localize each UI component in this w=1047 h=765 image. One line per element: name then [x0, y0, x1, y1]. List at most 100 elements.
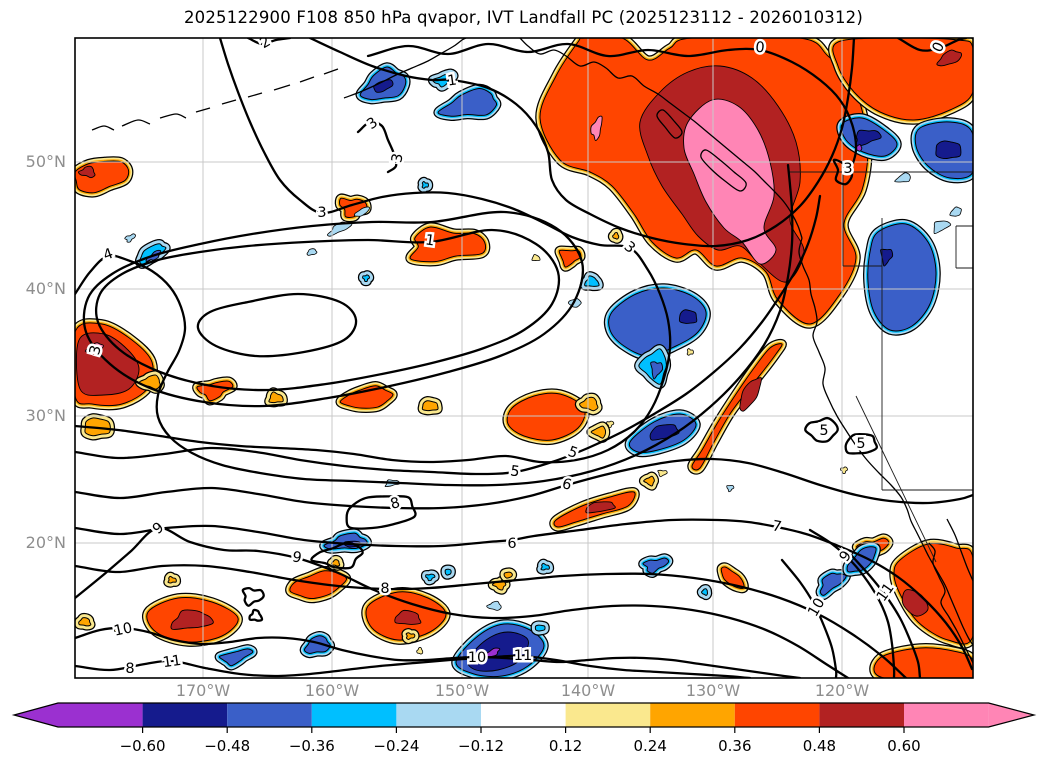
shaded-region-cyan: [421, 181, 429, 189]
contour-line: [241, 586, 265, 607]
coastline-layer: [91, 38, 973, 664]
shaded-region-cyan: [425, 573, 436, 582]
contour-label: 5: [856, 436, 865, 452]
shaded-region-lightblue: [726, 484, 735, 493]
contour-line: [196, 292, 358, 358]
colorbar-cell: [311, 703, 397, 727]
lat-tick-label: 30°N: [26, 406, 66, 425]
coastline: [195, 107, 211, 113]
coastline: [343, 38, 467, 99]
contour-label: 10: [468, 650, 486, 666]
colorbar-tick-label: 0.60: [887, 737, 920, 755]
contour-layer: [75, 38, 973, 678]
colorbar-cell: [481, 703, 566, 727]
shading-layer: [75, 38, 973, 678]
shaded-region-royal: [218, 648, 254, 667]
colorbar-cell: [904, 703, 989, 727]
coastline: [121, 119, 151, 127]
plot-frame: [74, 37, 974, 679]
shaded-region-cyan: [534, 624, 546, 632]
colorbar-cell: [396, 703, 481, 727]
colorbar-tick-label: −0.12: [458, 737, 504, 755]
contour-label: 8: [389, 495, 402, 513]
shaded-region-lightblue: [327, 221, 353, 237]
colorbar-right-arrow: [988, 703, 1034, 727]
contour-label: 8: [380, 581, 389, 597]
contour-line: [248, 608, 264, 622]
colorbar-tick-label: 0.24: [633, 737, 666, 755]
shaded-core-pink: [590, 115, 603, 142]
coastline: [798, 237, 973, 646]
coastline: [299, 76, 315, 83]
colorbar-cell: [565, 703, 651, 727]
coastline: [221, 99, 237, 105]
colorbar-outline: [11, 702, 1037, 728]
colorbar-left-arrow: [14, 703, 58, 727]
shaded-region-royal: [608, 287, 707, 357]
contour-label: 0: [755, 40, 766, 57]
contour-line: [310, 541, 364, 570]
shaded-region-lightblue: [354, 206, 371, 217]
shaded-region-orangered: [339, 385, 394, 409]
colorbar-tick-label: 0.48: [803, 737, 836, 755]
contour-line: [780, 558, 838, 678]
shaded-region-orange: [579, 396, 599, 412]
shaded-region-lightblue: [949, 206, 962, 217]
coastline: [700, 149, 747, 192]
shaded-region-lightblue: [124, 233, 136, 243]
contour-label: 3: [621, 239, 638, 257]
shaded-region-cyan: [362, 274, 370, 283]
contour-line: [82, 210, 585, 408]
shaded-region-orangered: [691, 343, 783, 471]
contour-label: 11: [162, 653, 183, 671]
lat-tick-label: 20°N: [26, 533, 66, 552]
contour-line: [75, 564, 908, 678]
contour-line: [896, 38, 968, 52]
shaded-core-navy: [855, 129, 882, 147]
contour-line: [75, 626, 802, 678]
shaded-region-orange: [268, 391, 284, 404]
contour-line: [356, 120, 398, 174]
colorbar-tick-label: −0.24: [373, 737, 419, 755]
colorbar-cell: [58, 703, 143, 727]
contour-label: 10: [113, 620, 134, 639]
coastline: [91, 125, 115, 131]
contour-line: [75, 457, 973, 510]
shaded-core-brick: [77, 165, 96, 179]
contour-label: 5: [509, 463, 520, 480]
colorbar-tick-label: −0.60: [120, 737, 166, 755]
coastline: [159, 113, 187, 119]
contour-line: [844, 432, 879, 455]
shaded-region-orange: [503, 571, 513, 579]
colorbar-tick-label: 0.36: [718, 737, 751, 755]
colorbar-tick-label: −0.36: [289, 737, 335, 755]
lat-tick-label: 40°N: [26, 279, 66, 298]
shaded-region-orange: [139, 374, 161, 390]
shaded-region-orangered: [558, 249, 582, 268]
shaded-region-orangered: [506, 392, 586, 441]
lon-tick-label: 130°W: [686, 681, 741, 700]
colorbar-cell: [227, 703, 312, 727]
contour-label: 3: [317, 205, 326, 221]
shaded-region-lightblue: [894, 172, 911, 183]
contour-line: [75, 38, 672, 464]
lon-tick-label: 120°W: [815, 681, 870, 700]
contour-line: [246, 38, 292, 46]
contour-line: [75, 654, 752, 678]
shaded-region-orange: [78, 617, 92, 627]
lat-tick-label: 50°N: [26, 152, 66, 171]
shaded-region-yellow: [531, 253, 541, 261]
shaded-region-royal: [437, 87, 498, 117]
contour-line: [75, 194, 822, 476]
shaded-region-orange: [167, 575, 177, 584]
lon-tick-label: 170°W: [176, 681, 231, 700]
shaded-region-yellow: [686, 348, 694, 356]
shaded-region-cyan: [701, 588, 709, 596]
shaded-core-pink: [683, 98, 777, 265]
contour-line: [808, 528, 896, 678]
coastline: [928, 542, 973, 664]
shaded-core-brick: [585, 501, 616, 514]
shaded-region-lightblue: [306, 248, 318, 256]
